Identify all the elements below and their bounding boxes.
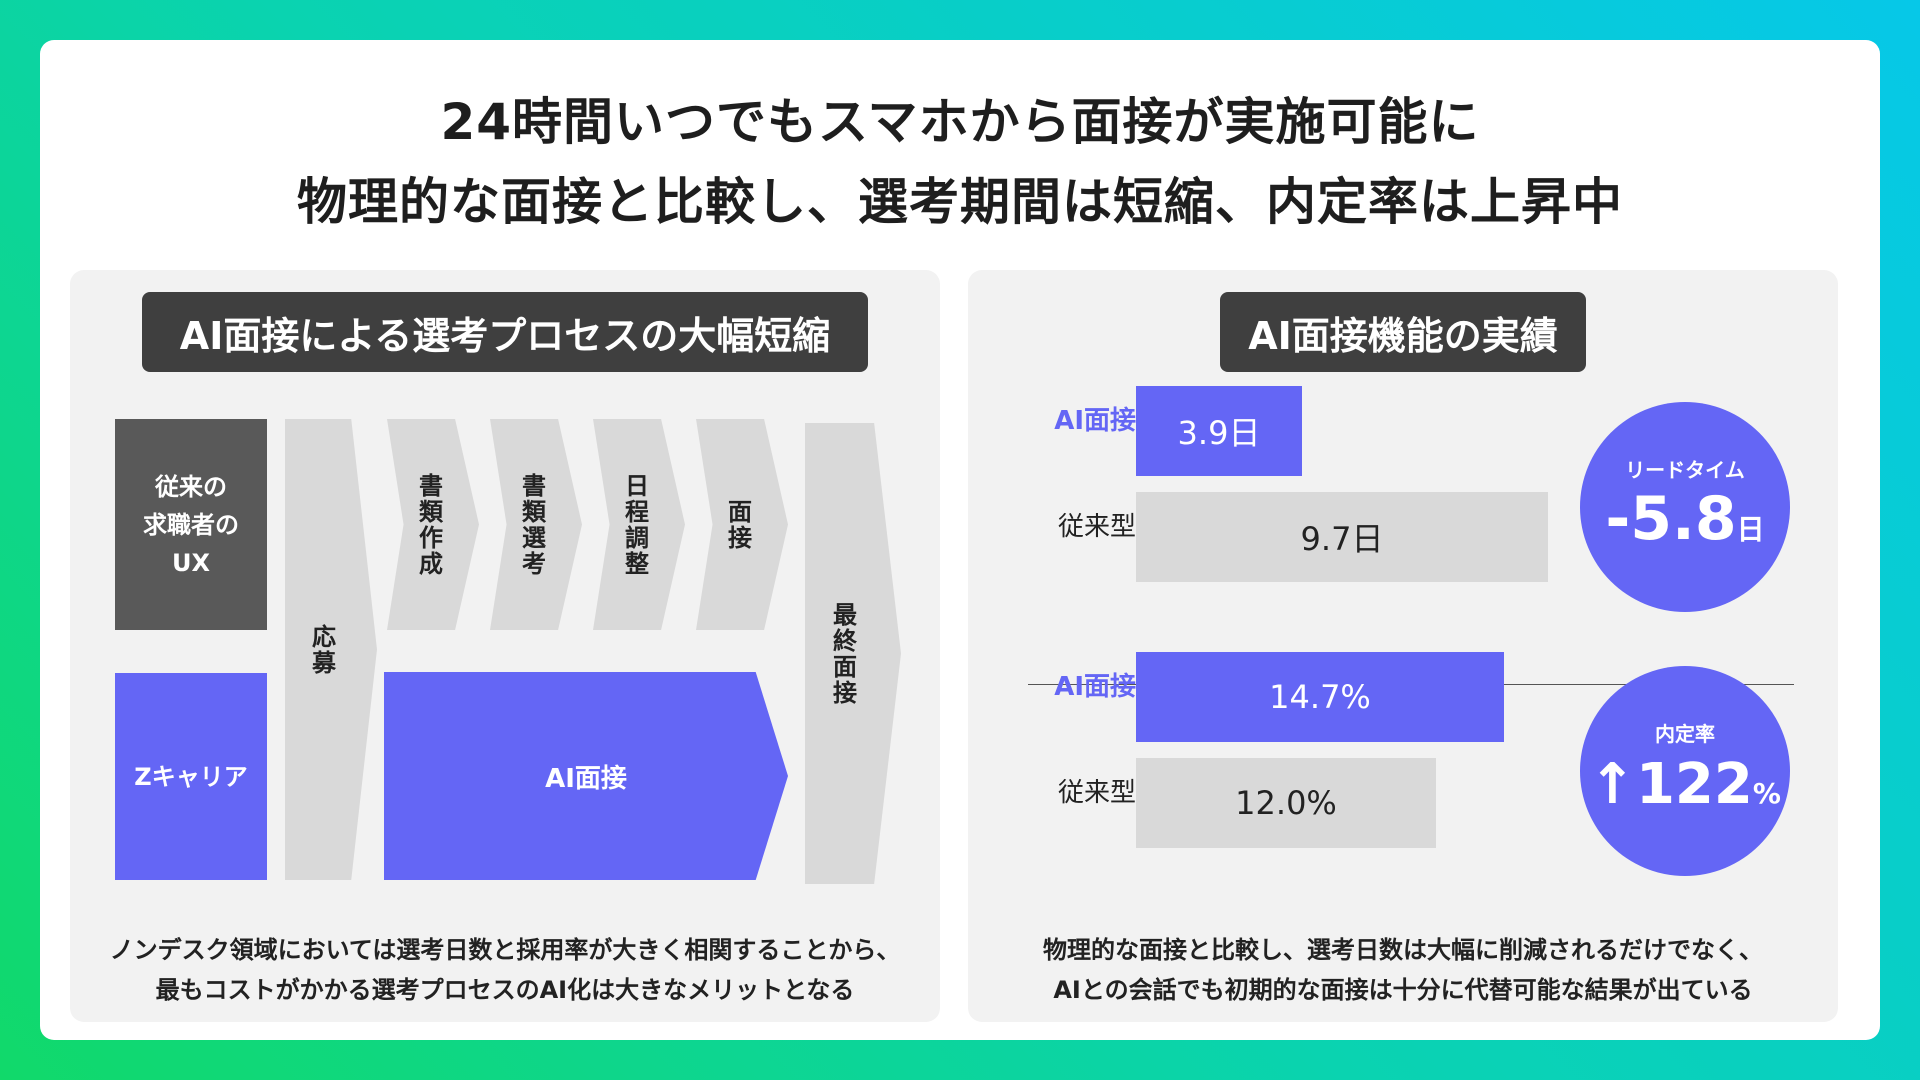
process-caption-line-2: 最もコストがかかる選考プロセスのAI化は大きなメリットとなる [155, 976, 855, 1004]
step-interview-arrow: 面接 [696, 419, 788, 630]
process-caption-line-1: ノンデスク領域においては選考日数と採用率が大きく相関することから、 [109, 936, 901, 964]
results-panel: AI面接機能の実績 AI面接 3.9日 従来型 9.7日 リードタイム -5.8… [968, 270, 1838, 1022]
ai-interview-flow-label: AI面接 [545, 763, 627, 794]
step-apply-label: 応募 [307, 623, 336, 676]
headline-line-2: 物理的な面接と比較し、選考期間は短縮、内定率は上昇中 [297, 173, 1623, 231]
step-schedule-arrow: 日程調整 [593, 419, 685, 630]
traditional-ux-line-2: 求職者の [143, 510, 239, 539]
leadtime-badge-title: リードタイム [1625, 458, 1745, 482]
results-panel-title: AI面接機能の実績 [1220, 292, 1586, 372]
leadtime-ai-bar: 3.9日 [1136, 386, 1302, 476]
leadtime-old-bar: 9.7日 [1136, 492, 1548, 582]
step-final-arrow: 最終面接 [805, 423, 901, 884]
step-screening-label: 書類選考 [517, 472, 546, 577]
leadtime-badge-unit: 日 [1736, 513, 1765, 546]
ai-interview-flow: AI面接 [384, 672, 788, 880]
leadtime-badge-value: -5.8 [1605, 484, 1737, 554]
offer-old-value: 12.0% [1235, 784, 1337, 822]
offer-ai-bar: 14.7% [1136, 652, 1504, 742]
leadtime-badge: リードタイム -5.8日 [1580, 402, 1790, 612]
traditional-ux-line-3: UX [172, 548, 210, 577]
offer-ai-label: AI面接 [1054, 672, 1136, 702]
process-panel: AI面接による選考プロセスの大幅短縮 従来の 求職者の UX Zキャリア 応募 … [70, 270, 940, 1022]
offer-ai-value: 14.7% [1269, 678, 1371, 716]
leadtime-ai-value: 3.9日 [1177, 414, 1261, 452]
step-resume-arrow: 書類作成 [387, 419, 479, 630]
zcareer-box: Zキャリア [115, 673, 267, 880]
leadtime-ai-label: AI面接 [1054, 406, 1136, 436]
step-resume-label: 書類作成 [414, 472, 443, 577]
step-interview-label: 面接 [723, 498, 752, 551]
results-caption-line-2: AIとの会話でも初期的な面接は十分に代替可能な結果が出ている [1053, 976, 1753, 1004]
results-caption: 物理的な面接と比較し、選考日数は大幅に削減されるだけでなく、 AIとの会話でも初… [968, 930, 1838, 1010]
process-panel-title: AI面接による選考プロセスの大幅短縮 [142, 292, 868, 372]
step-schedule-label: 日程調整 [620, 472, 649, 577]
offer-old-label: 従来型 [1057, 778, 1136, 808]
offer-old-bar: 12.0% [1136, 758, 1436, 848]
step-final-label: 最終面接 [828, 601, 857, 706]
main-card: 24時間いつでもスマホから面接が実施可能に 物理的な面接と比較し、選考期間は短縮… [40, 40, 1880, 1040]
leadtime-old-value: 9.7日 [1300, 520, 1384, 558]
offer-badge-unit: % [1752, 777, 1781, 810]
process-caption: ノンデスク領域においては選考日数と採用率が大きく相関することから、 最もコストが… [70, 930, 940, 1010]
offer-badge-title: 内定率 [1655, 722, 1715, 746]
leadtime-old-label: 従来型 [1057, 512, 1136, 542]
step-apply-arrow: 応募 [285, 419, 377, 880]
step-screening-arrow: 書類選考 [490, 419, 582, 630]
offer-badge-value: ↑122 [1589, 752, 1753, 817]
traditional-ux-line-1: 従来の [155, 472, 227, 501]
offer-badge: 内定率 ↑122% [1580, 666, 1790, 876]
results-caption-line-1: 物理的な面接と比較し、選考日数は大幅に削減されるだけでなく、 [1043, 936, 1763, 964]
traditional-ux-box: 従来の 求職者の UX [115, 419, 267, 630]
headline-line-1: 24時間いつでもスマホから面接が実施可能に [440, 93, 1480, 151]
